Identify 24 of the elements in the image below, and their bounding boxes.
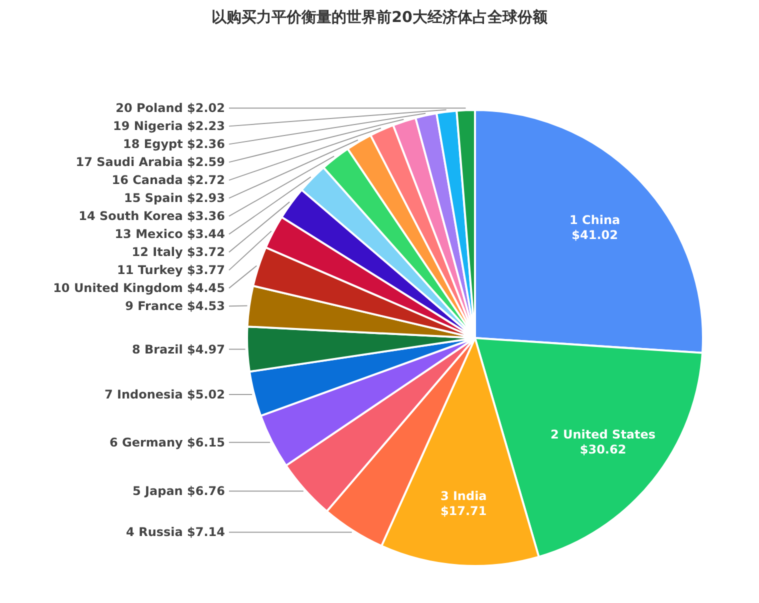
data-label: $30.62 bbox=[580, 442, 626, 457]
slice-label: 17 Saudi Arabia $2.59 bbox=[76, 155, 225, 170]
slice-label: 19 Nigeria $2.23 bbox=[112, 119, 225, 134]
slice-label: 14 South Korea $3.36 bbox=[78, 209, 225, 224]
slice-label: 3 India bbox=[440, 488, 487, 503]
slice-label: 10 United Kingdom $4.45 bbox=[53, 281, 225, 296]
slice-label: 9 France $4.53 bbox=[125, 299, 225, 314]
slice-label: 4 Russia $7.14 bbox=[126, 525, 225, 540]
slice-label: 18 Egypt $2.36 bbox=[123, 137, 225, 152]
slice-label: 2 United States bbox=[550, 428, 656, 442]
slice-label: 20 Poland $2.02 bbox=[116, 101, 225, 116]
slice-label: 8 Brazil $4.97 bbox=[132, 342, 225, 356]
slice-label: 7 Indonesia $5.02 bbox=[104, 388, 225, 402]
slice-label: 6 Germany $6.15 bbox=[109, 435, 225, 450]
slice-label: 13 Mexico $3.44 bbox=[114, 227, 225, 242]
slice-label: 12 Italy $3.72 bbox=[132, 245, 225, 260]
data-label: $41.02 bbox=[572, 228, 618, 242]
slice-label: 15 Spain $2.93 bbox=[124, 191, 225, 206]
slice-label: 16 Canada $2.72 bbox=[112, 173, 225, 188]
slice-label: 1 China bbox=[570, 212, 620, 227]
data-label: $17.71 bbox=[440, 504, 487, 518]
slice-label: 11 Turkey $3.77 bbox=[117, 263, 225, 278]
slice-label: 5 Japan $6.76 bbox=[132, 484, 225, 498]
chart-title: 以购买力平价衡量的世界前20大经济体占全球份额 bbox=[212, 8, 548, 26]
